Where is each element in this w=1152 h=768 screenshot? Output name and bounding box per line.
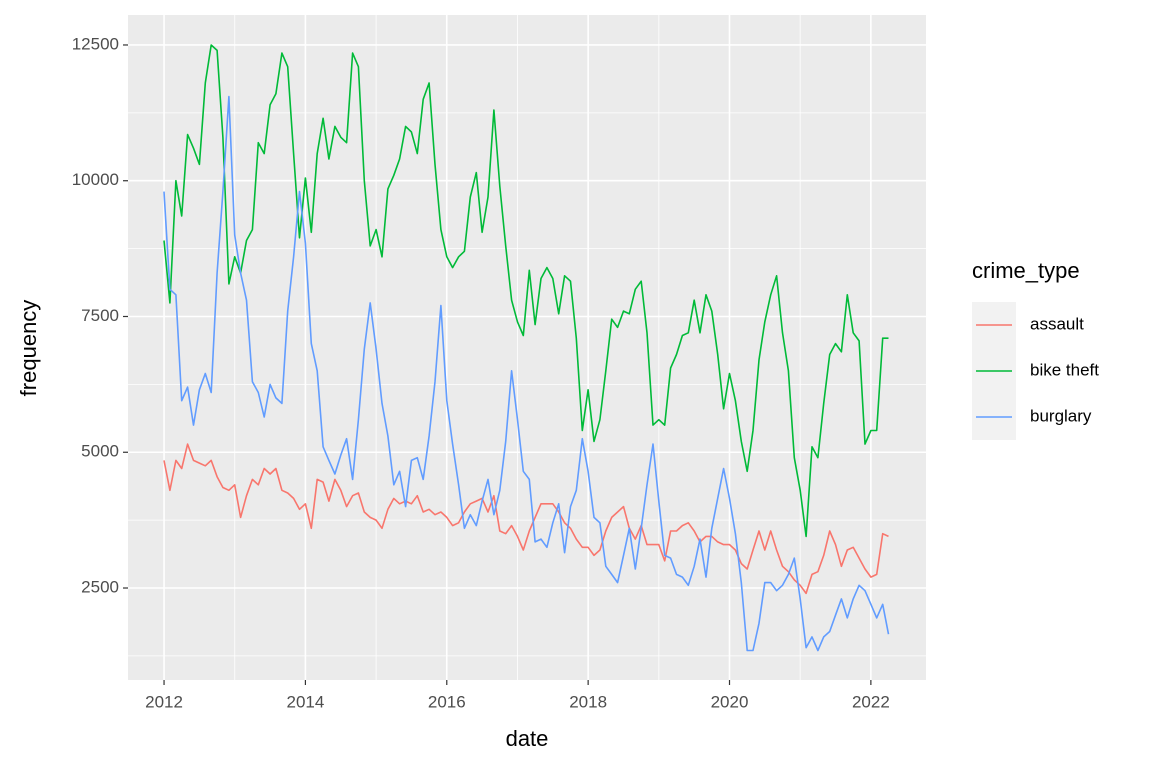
y-tick-label: 12500 — [72, 34, 119, 53]
legend-label: burglary — [1030, 406, 1092, 425]
x-tick-label: 2016 — [428, 692, 466, 711]
y-tick-label: 7500 — [81, 306, 119, 325]
x-tick-label: 2022 — [852, 692, 890, 711]
x-tick-label: 2014 — [286, 692, 324, 711]
y-tick-label: 5000 — [81, 442, 119, 461]
x-tick-label: 2018 — [569, 692, 607, 711]
x-tick-label: 2020 — [711, 692, 749, 711]
x-tick-label: 2012 — [145, 692, 183, 711]
legend-title: crime_type — [972, 258, 1080, 283]
legend-label: assault — [1030, 314, 1084, 333]
series-line — [163, 443, 889, 595]
y-axis-title: frequency — [16, 300, 41, 397]
series-line — [163, 44, 889, 538]
legend-label: bike theft — [1030, 360, 1099, 379]
y-tick-label: 10000 — [72, 170, 119, 189]
y-tick-label: 2500 — [81, 577, 119, 596]
x-axis-title: date — [506, 726, 549, 751]
series-line — [163, 95, 890, 652]
plot-panel — [128, 15, 926, 680]
